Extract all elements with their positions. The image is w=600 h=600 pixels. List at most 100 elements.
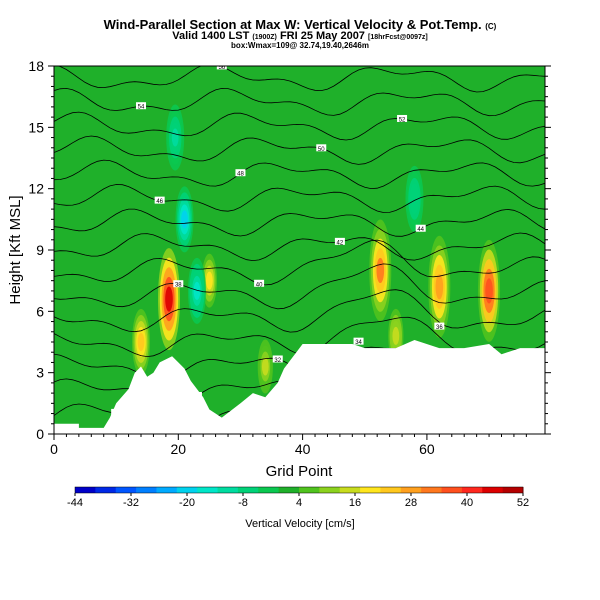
y-tick-label: 3 xyxy=(36,365,44,381)
colorbar-tick-label: -32 xyxy=(123,497,139,509)
chart-title-mark: (C) xyxy=(485,22,497,31)
isentrope-label-13: 54 xyxy=(136,102,147,111)
isentrope-label-box xyxy=(235,169,246,177)
isentrope-line-11 xyxy=(54,135,545,165)
isentrope-label-box xyxy=(154,196,165,204)
updraft-cell-3-ring-4 xyxy=(261,357,269,376)
isentrope-label-text: 56 xyxy=(218,65,225,71)
isentrope-label-box xyxy=(173,280,184,288)
colorbar-tick-label: -44 xyxy=(67,497,83,509)
x-tick-label: 40 xyxy=(295,441,311,457)
colorbar-tick-label: 40 xyxy=(461,497,473,509)
colorbar-swatch xyxy=(360,487,381,493)
velocity-field xyxy=(132,104,501,400)
isentrope-line-13 xyxy=(54,87,545,117)
isentrope-label-text: 52 xyxy=(399,117,406,123)
x-axis: 0 20 40 60 xyxy=(50,434,527,457)
terrain-mask xyxy=(54,340,545,434)
isentrope-label-box xyxy=(334,237,345,245)
isentrope-label-box xyxy=(272,355,283,363)
colorbar-tick-label: 16 xyxy=(349,497,361,509)
isentrope-label-text: 50 xyxy=(318,147,325,153)
isentrope-line-8 xyxy=(54,208,545,237)
isentrope-label-2: 32 xyxy=(272,355,283,364)
colorbar-tick-label: -8 xyxy=(238,497,248,509)
downdraft-cell-1-ring-4 xyxy=(171,128,179,147)
isentrope-label-7: 42 xyxy=(334,237,345,246)
chart-title: Wind-Parallel Section at Max W: Vertical… xyxy=(0,18,600,31)
valid-date: FRI 25 May 2007 xyxy=(279,30,365,42)
colorbar-swatch xyxy=(176,487,198,493)
x-tick-label: 20 xyxy=(171,441,187,457)
x-axis-title: Grid Point xyxy=(266,463,334,480)
isentrope-label-box xyxy=(216,66,227,70)
y-tick-label: 12 xyxy=(28,181,44,197)
isentrope-line-7 xyxy=(54,232,545,262)
valid-time: Valid 1400 LST xyxy=(172,30,250,42)
updraft-cell-5-ring-4 xyxy=(435,274,444,300)
isentrope-label-5: 38 xyxy=(173,280,184,289)
valid-utc: (1900Z) xyxy=(252,34,277,41)
isentrope-label-text: 38 xyxy=(175,283,182,289)
colorbar-swatch xyxy=(278,487,300,493)
isentrope-label-9: 46 xyxy=(154,196,165,205)
isentrope-line-5 xyxy=(54,263,545,310)
isentrope-line-6 xyxy=(54,239,545,286)
colorbar-swatch xyxy=(258,487,280,493)
colorbar-swatch xyxy=(461,487,483,493)
colorbar: -44 -32 -20 -8 4 16 28 40 52 xyxy=(67,486,529,509)
isentrope-label-text: 46 xyxy=(156,199,163,205)
downdraft-cell-3-ring-4 xyxy=(411,189,418,208)
plot-area: 283032343638404244464850525456 xyxy=(54,65,545,434)
chart-title-text: Wind-Parallel Section at Max W: Vertical… xyxy=(103,17,482,32)
colorbar-swatch xyxy=(441,487,463,493)
colorbar-swatch xyxy=(380,487,402,493)
isentrope-label-4: 36 xyxy=(434,322,445,331)
colorbar-swatch xyxy=(197,487,219,493)
chart-title-block: Wind-Parallel Section at Max W: Vertical… xyxy=(0,18,600,50)
isentrope-label-box xyxy=(397,114,408,122)
isentrope-label-3: 34 xyxy=(353,337,364,346)
isentrope-label-box xyxy=(136,102,147,110)
updraft-cell-7-ring-4 xyxy=(392,326,400,345)
isentrope-label-box xyxy=(434,322,445,330)
isentrope-label-text: 32 xyxy=(274,358,281,364)
isentrope-label-text: 36 xyxy=(436,325,443,331)
colorbar-swatch xyxy=(339,487,361,493)
y-axis-title: Height [Kft MSL] xyxy=(7,195,24,304)
colorbar-swatch xyxy=(75,487,96,493)
isentrope-label-text: 48 xyxy=(237,172,244,178)
colorbar-tick-label: 4 xyxy=(296,497,302,509)
chart-valid-line: Valid 1400 LST (1900Z) FRI 25 May 2007 [… xyxy=(0,31,600,42)
isentrope-label-box xyxy=(415,224,426,232)
colorbar-swatch xyxy=(217,487,239,493)
y-tick-label: 0 xyxy=(36,426,44,442)
colorbar-swatch xyxy=(136,487,157,493)
isentrope-label-box xyxy=(254,279,265,287)
updraft-cell-1-ring-4 xyxy=(137,333,145,351)
updraft-cell-2-ring-4 xyxy=(205,271,213,290)
isentrope-label-14: 56 xyxy=(216,65,227,71)
y-tick-label: 6 xyxy=(36,303,44,319)
downdraft-cell-2-ring-4 xyxy=(193,281,201,300)
colorbar-tick-label: -20 xyxy=(179,497,195,509)
isentrope-line-9 xyxy=(54,184,545,213)
colorbar-swatch xyxy=(502,487,524,493)
colorbar-swatch xyxy=(421,487,443,493)
downdraft-cell-0-ring-4 xyxy=(181,210,188,229)
colorbar-swatch xyxy=(237,487,259,493)
colorbar-swatch xyxy=(156,487,178,493)
isentrope-label-text: 34 xyxy=(355,340,362,346)
colorbar-swatch xyxy=(482,487,504,493)
updraft-cell-6-ring-4 xyxy=(485,278,493,304)
isentrope-label-text: 54 xyxy=(138,105,145,111)
isentrope-line-4 xyxy=(54,289,545,333)
isentrope-label-box xyxy=(353,337,364,345)
colorbar-tick-label: 28 xyxy=(405,497,417,509)
chart-subtitle: box:Wmax=109@ 32.74,19.40,2646m xyxy=(231,41,369,50)
y-tick-label: 15 xyxy=(28,119,44,135)
isentrope-label-box xyxy=(316,144,327,152)
colorbar-swatch xyxy=(299,487,320,493)
